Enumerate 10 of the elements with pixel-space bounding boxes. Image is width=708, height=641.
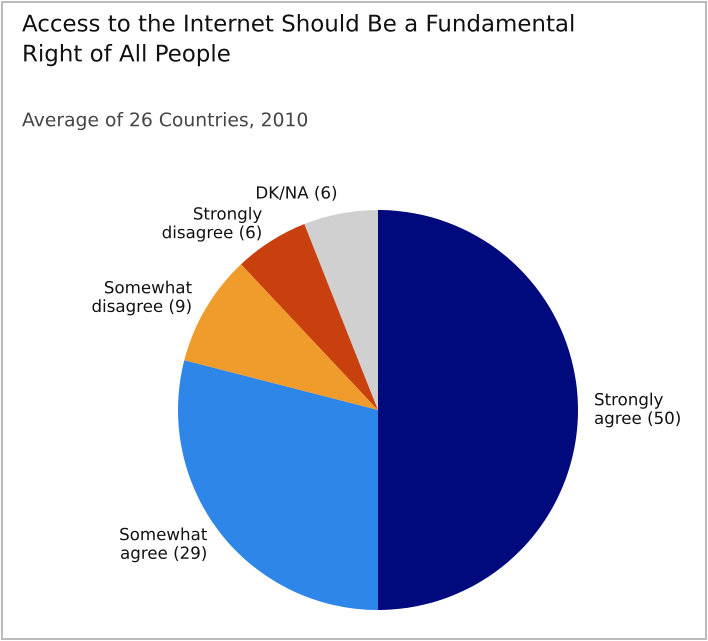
pie-slice: [304, 210, 378, 410]
slice-label: Strongly disagree (6): [162, 206, 262, 242]
slice-label: Strongly agree (50): [595, 392, 680, 428]
pie-slice: [241, 224, 378, 410]
slice-label: Somewhat agree (29): [120, 527, 207, 562]
pie-slice: [378, 210, 578, 610]
slice-label: Somewhat disagree (9): [92, 280, 192, 316]
slice-label: DK/NA (6): [257, 186, 336, 201]
chart-title: Access to the Internet Should Be a Fundamental Right of All People: [22, 14, 574, 66]
chart-subtitle: Average of 26 Countries, 2010: [22, 112, 308, 130]
